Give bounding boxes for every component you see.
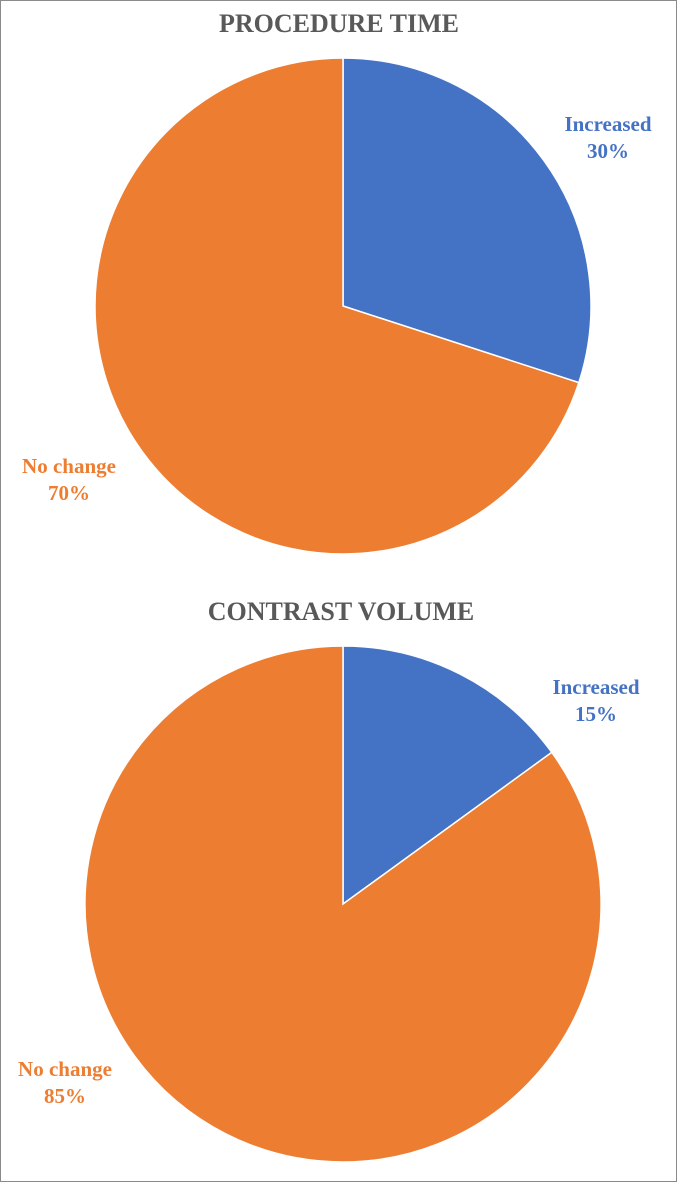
pie-slice-no-change	[94, 57, 580, 555]
pie-slice-increased	[342, 645, 553, 906]
pie-contrast-volume	[84, 645, 602, 1163]
slice-label-increased: Increased	[552, 675, 639, 699]
slice-value-no-change: 85%	[44, 1084, 86, 1108]
chart-title: PROCEDURE TIME	[219, 9, 459, 38]
slice-label-no-change: No change	[22, 454, 116, 478]
slice-value-increased: 15%	[575, 702, 617, 726]
chart-title: CONTRAST VOLUME	[208, 597, 475, 626]
slice-value-increased: 30%	[587, 139, 629, 163]
chart-contrast-volume: CONTRAST VOLUME Increased 15% No change …	[18, 597, 640, 1163]
pie-slice-increased	[342, 57, 592, 384]
slice-label-no-change: No change	[18, 1057, 112, 1081]
chart-procedure-time: PROCEDURE TIME Increased 30% No change 7…	[22, 9, 652, 555]
pie-procedure-time	[94, 57, 592, 555]
slice-value-no-change: 70%	[48, 481, 90, 505]
pie-slice-no-change	[84, 645, 602, 1163]
slice-label-increased: Increased	[564, 112, 651, 136]
